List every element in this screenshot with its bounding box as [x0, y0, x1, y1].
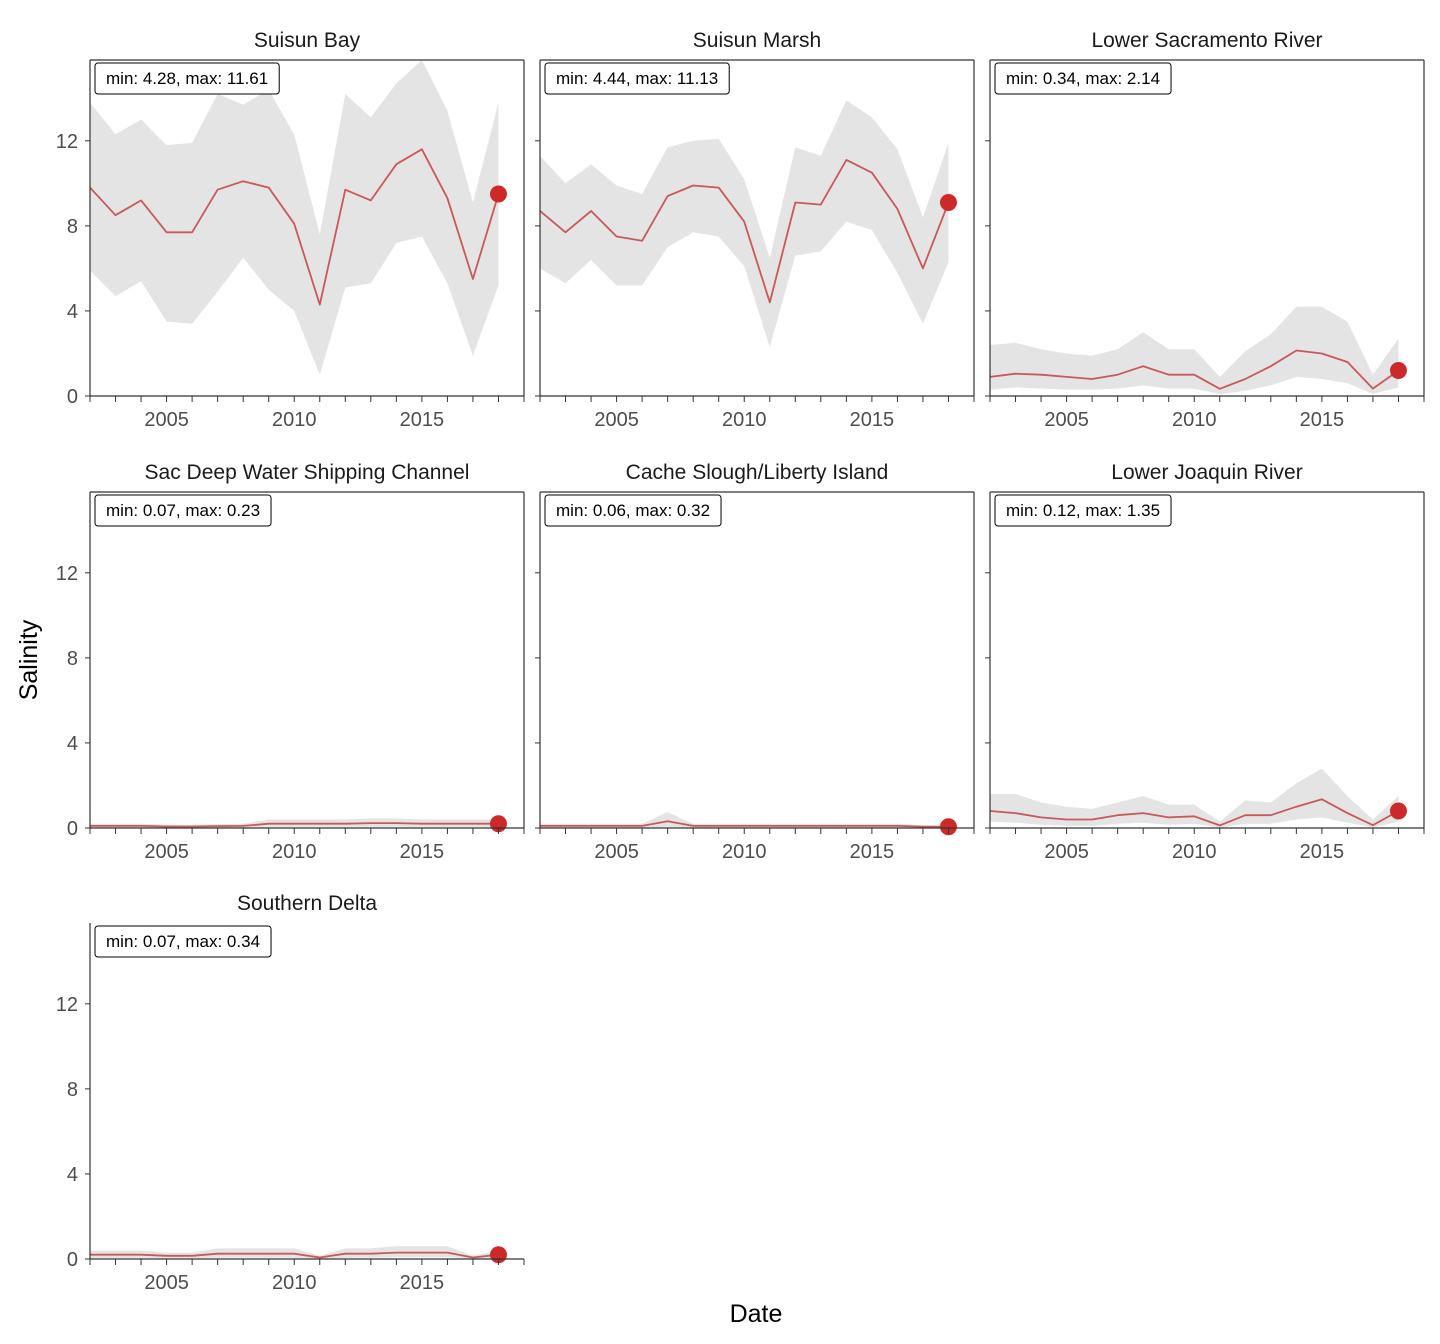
range-label-box [544, 494, 722, 527]
range-label-box [94, 62, 280, 95]
current-year-point [1389, 361, 1407, 379]
facet-title: Suisun Bay [254, 29, 361, 52]
y-tick-label: 0 [67, 1249, 78, 1271]
x-tick-label: 2010 [272, 409, 317, 431]
x-tick-label: 2010 [722, 841, 767, 863]
y-tick-label: 4 [67, 301, 78, 323]
range-label: min: 0.12, max: 1.35 [1006, 501, 1160, 520]
x-tick-label: 2015 [1300, 841, 1345, 863]
facet-panel: Lower Sacramento River 2005 2010 2015 min: 0… [985, 29, 1425, 431]
x-tick-label: 2005 [594, 409, 639, 431]
x-tick-label: 2015 [400, 409, 445, 431]
facet-panel: Sac Deep Water Shipping Channel 2005 2010 2… [56, 461, 525, 863]
mean-line [90, 822, 499, 828]
range-label-box [94, 494, 272, 527]
x-tick-label: 2015 [400, 1272, 445, 1294]
facet-panel: Southern Delta 2005 2010 2015 0 4 8 12 min: 0.07… [56, 892, 525, 1294]
x-tick-label: 2005 [1044, 409, 1089, 431]
panel-plot-area [90, 60, 500, 375]
range-label: min: 4.44, max: 11.13 [556, 69, 718, 88]
facet-panel: Suisun Bay 2005 2010 2015 0 4 8 12 min: 4.28, ma… [56, 29, 525, 431]
y-tick-label: 12 [56, 563, 78, 585]
y-tick-label: 0 [67, 386, 78, 408]
x-tick-label: 2015 [850, 841, 895, 863]
y-tick-label: 8 [67, 648, 78, 670]
mean-line [90, 1251, 499, 1259]
x-tick-label: 2005 [144, 1272, 189, 1294]
facet-title: Lower Sacramento River [1091, 29, 1322, 52]
range-label: min: 4.28, max: 11.61 [106, 69, 268, 88]
x-tick-label: 2010 [272, 1272, 317, 1294]
range-label-box [544, 62, 730, 95]
facet-panel: Suisun Marsh 2005 2010 2015 min: 4.44, max: … [535, 29, 975, 431]
current-year-point [489, 185, 507, 203]
current-year-point [939, 193, 957, 211]
y-tick-label: 8 [67, 1079, 78, 1101]
range-band [990, 306, 1399, 395]
current-year-point [939, 818, 957, 836]
range-label: min: 0.07, max: 0.34 [106, 932, 260, 951]
panel-plot-area [90, 1246, 499, 1259]
range-label: min: 0.07, max: 0.23 [106, 501, 260, 520]
range-band [90, 60, 499, 375]
panel-plot-area [990, 768, 1399, 828]
x-tick-label: 2010 [1172, 409, 1217, 431]
y-tick-label: 0 [67, 818, 78, 840]
range-label-box [994, 494, 1172, 527]
y-tick-label: 4 [67, 733, 78, 755]
x-tick-label: 2010 [1172, 841, 1217, 863]
x-tick-label: 2005 [594, 841, 639, 863]
range-label-box [994, 62, 1172, 95]
y-tick-label: 8 [67, 216, 78, 238]
x-tick-label: 2010 [722, 409, 767, 431]
mean-line [540, 159, 950, 304]
facet-title: Lower Joaquin River [1111, 461, 1302, 484]
range-label: min: 0.06, max: 0.32 [556, 501, 710, 520]
x-tick-label: 2005 [144, 409, 189, 431]
range-band [540, 812, 949, 828]
mean-line [540, 820, 949, 828]
y-tick-label: 12 [56, 131, 78, 153]
panel-plot-area [540, 100, 950, 348]
x-tick-label: 2005 [144, 841, 189, 863]
panel-plot-area [540, 812, 949, 828]
y-tick-label: 4 [67, 1164, 78, 1186]
mean-line [990, 349, 1400, 390]
range-label-box [94, 925, 272, 958]
x-tick-label: 2010 [272, 841, 317, 863]
facet-title: Suisun Marsh [693, 29, 821, 52]
mean-line [90, 148, 500, 306]
facet-panel: Cache Slough/Liberty Island 2005 2010 2015 m… [535, 461, 975, 863]
x-axis-title: Date [730, 1300, 783, 1328]
facet-title: Southern Delta [237, 892, 377, 915]
x-tick-label: 2015 [850, 409, 895, 431]
panel-plot-area [90, 818, 499, 828]
mean-line [990, 798, 1399, 827]
panel-plot-area [990, 306, 1400, 395]
x-tick-label: 2005 [1044, 841, 1089, 863]
range-label: min: 0.34, max: 2.14 [1006, 69, 1160, 88]
facet-title: Cache Slough/Liberty Island [626, 461, 889, 484]
y-axis-title: Salinity [15, 619, 43, 700]
y-tick-label: 12 [56, 994, 78, 1016]
current-year-point [1389, 802, 1407, 820]
facet-title: Sac Deep Water Shipping Channel [145, 461, 470, 484]
x-tick-label: 2015 [1300, 409, 1345, 431]
x-tick-label: 2015 [400, 841, 445, 863]
facet-panel: Lower Joaquin River 2005 2010 2015 min: 0.12… [985, 461, 1425, 863]
range-band [990, 768, 1399, 828]
